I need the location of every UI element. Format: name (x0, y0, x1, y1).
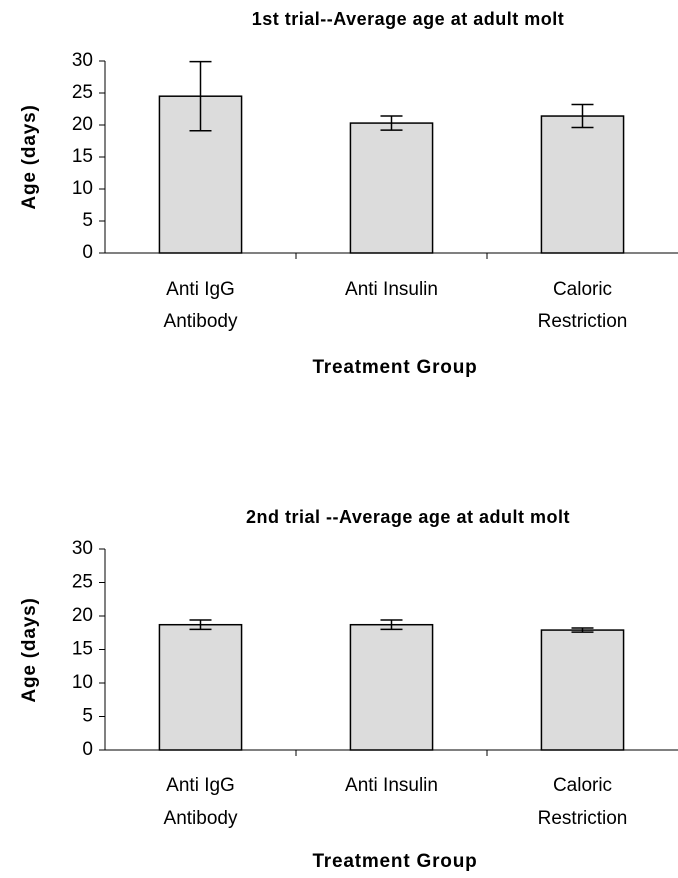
x-tick-label: Caloric (553, 775, 612, 796)
x-tick-label: Caloric (553, 279, 612, 300)
x-tick-label: Antibody (164, 311, 238, 332)
y-axis-label: Age (days) (19, 597, 40, 702)
y-tick-label: 5 (82, 706, 93, 727)
bar (158, 623, 243, 751)
bar (349, 122, 434, 254)
y-tick-label: 25 (72, 82, 93, 103)
error-bar (571, 627, 594, 633)
y-tick-label: 30 (72, 538, 93, 559)
x-axis-label: Treatment Group (312, 851, 477, 872)
x-tick-label: Anti Insulin (345, 279, 438, 300)
error-bar (571, 103, 594, 129)
x-tick-label: Restriction (538, 311, 628, 332)
x-tick-label: Antibody (164, 808, 238, 829)
y-axis-label: Age (days) (19, 104, 40, 209)
y-tick-label: 15 (72, 639, 93, 660)
x-tick-label: Anti IgG (166, 279, 235, 300)
bar (540, 115, 625, 254)
y-tick-label: 15 (72, 146, 93, 167)
error-bar (189, 60, 212, 132)
bar (540, 629, 625, 751)
chart-title: 1st trial--Average age at adult molt (252, 9, 564, 29)
y-tick-label: 10 (72, 178, 93, 199)
y-tick-label: 0 (82, 739, 93, 760)
y-tick-label: 5 (82, 210, 93, 231)
error-bar (380, 619, 403, 631)
chart-title: 2nd trial --Average age at adult molt (246, 507, 570, 527)
x-tick-label: Anti Insulin (345, 775, 438, 796)
y-tick-label: 20 (72, 114, 93, 135)
bar (349, 623, 434, 751)
error-bar (380, 115, 403, 131)
error-bar (189, 619, 212, 631)
y-tick-label: 30 (72, 50, 93, 71)
x-axis-label: Treatment Group (312, 357, 477, 378)
y-tick-label: 25 (72, 572, 93, 593)
y-tick-label: 20 (72, 605, 93, 626)
y-tick-label: 10 (72, 672, 93, 693)
y-tick-label: 0 (82, 242, 93, 263)
x-tick-label: Anti IgG (166, 775, 235, 796)
x-tick-label: Restriction (538, 808, 628, 829)
